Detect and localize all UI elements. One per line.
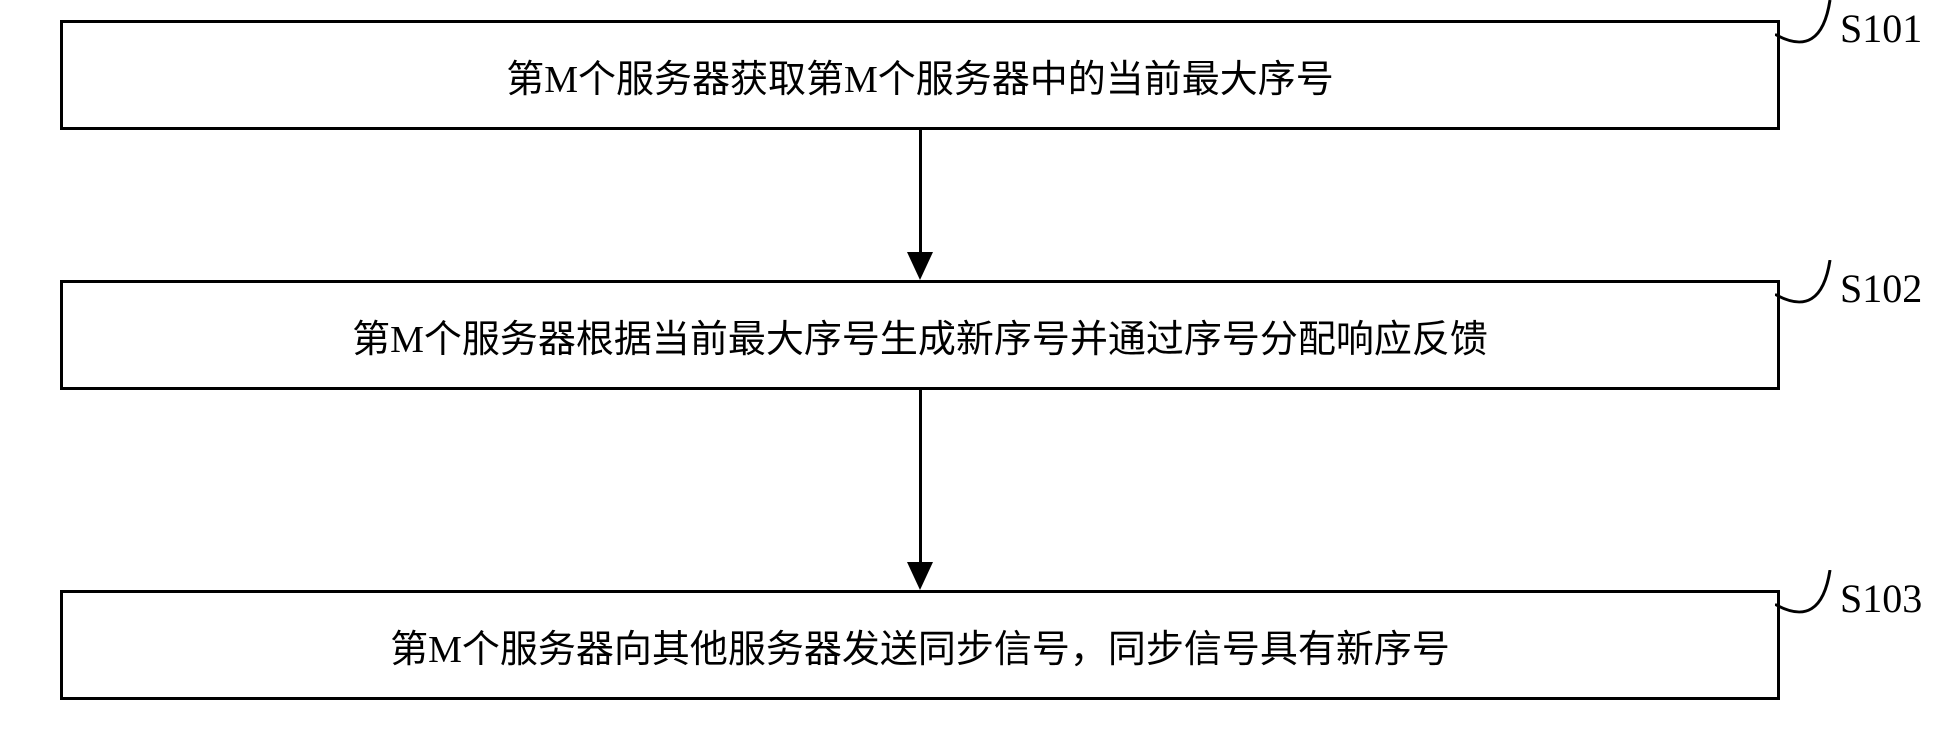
- step-label-s101: 第M个服务器获取第M个服务器中的当前最大序号: [506, 48, 1334, 103]
- step-label-s102: 第M个服务器根据当前最大序号生成新序号并通过序号分配响应反馈: [352, 308, 1488, 363]
- step-box-s103: 第M个服务器向其他服务器发送同步信号，同步信号具有新序号: [60, 590, 1780, 700]
- step-box-s102: 第M个服务器根据当前最大序号生成新序号并通过序号分配响应反馈: [60, 280, 1780, 390]
- step-tag-s101: S101: [1840, 5, 1922, 52]
- step-label-s103: 第M个服务器向其他服务器发送同步信号，同步信号具有新序号: [390, 618, 1450, 673]
- step-box-s101: 第M个服务器获取第M个服务器中的当前最大序号: [60, 20, 1780, 130]
- arrow-line-1: [919, 130, 922, 252]
- step-tag-s103: S103: [1840, 575, 1922, 622]
- arrow-head-1: [907, 252, 933, 280]
- arrow-line-2: [919, 390, 922, 562]
- step-tag-s102: S102: [1840, 265, 1922, 312]
- arrow-head-2: [907, 562, 933, 590]
- flowchart-canvas: 第M个服务器获取第M个服务器中的当前最大序号 S101 第M个服务器根据当前最大…: [0, 0, 1955, 744]
